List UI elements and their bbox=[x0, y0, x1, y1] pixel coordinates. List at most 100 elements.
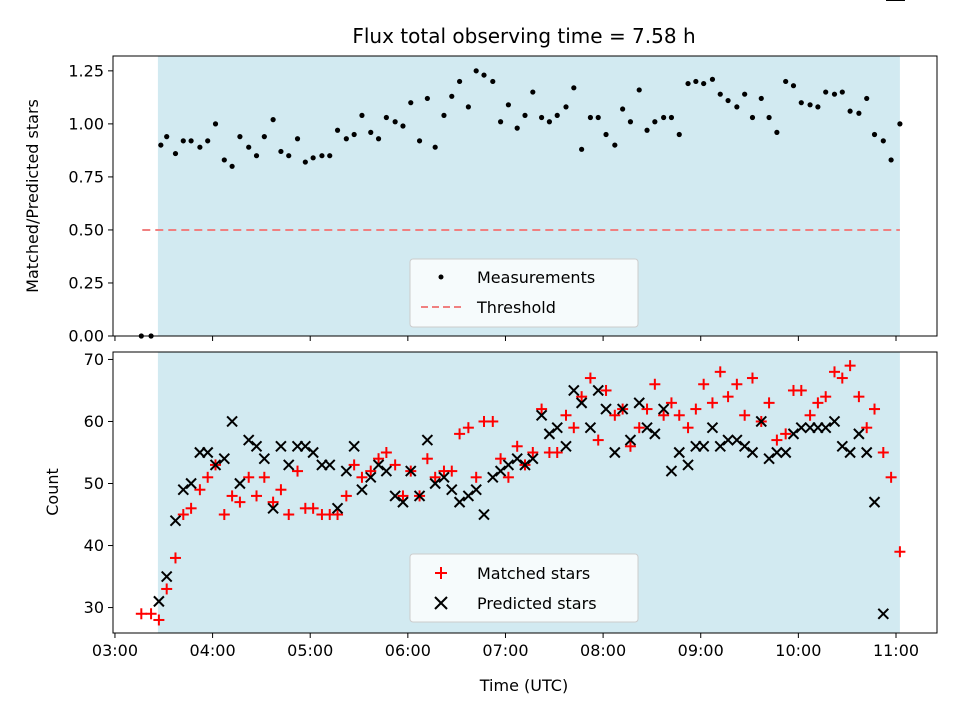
measurement-point bbox=[661, 114, 667, 121]
measurement-point bbox=[603, 131, 609, 138]
measurement-point bbox=[538, 114, 545, 121]
measurement-point bbox=[221, 157, 227, 163]
legend-measurement-marker bbox=[438, 274, 444, 280]
predicted-star-point bbox=[738, 440, 751, 452]
predicted-star-point bbox=[543, 428, 556, 440]
matched-star-point bbox=[633, 422, 645, 434]
matched-star-point bbox=[568, 422, 580, 434]
matched-star-point bbox=[373, 453, 385, 465]
predicted-star-point bbox=[209, 459, 222, 471]
measurement-point bbox=[172, 150, 179, 157]
predicted-star-point bbox=[380, 465, 393, 477]
ratio-subplot: 0.00 0.25 0.50 0.75 1.00 1.25 Matched/Predict… bbox=[23, 55, 938, 346]
predicted-star-point bbox=[633, 397, 645, 409]
predicted-star-point bbox=[641, 421, 653, 434]
matched-star-point bbox=[551, 446, 563, 458]
bottom-x-ticks: 03:00 04:00 05:00 06:00 07:00 08:00 09:00 10:00… bbox=[92, 633, 919, 660]
predicted-star-point bbox=[438, 471, 450, 484]
x-tick-label: 05:00 bbox=[287, 641, 333, 660]
predicted-star-point bbox=[511, 452, 523, 465]
top-y-tick-label: 1.00 bbox=[68, 114, 104, 133]
measurement-point bbox=[158, 142, 164, 148]
predicted-star-point bbox=[860, 446, 873, 459]
predicted-star-point bbox=[560, 440, 572, 452]
measurement-point bbox=[424, 95, 430, 102]
legend-matched-marker bbox=[435, 567, 447, 579]
matched-star-point bbox=[731, 378, 743, 390]
matched-star-point bbox=[828, 366, 840, 378]
top-y-axis-label: Matched/Predicted stars bbox=[23, 99, 42, 293]
predicted-star-point bbox=[275, 440, 287, 452]
matched-star-point bbox=[527, 446, 539, 458]
matched-star-point bbox=[853, 391, 865, 403]
bottom-y-axis-label: Count bbox=[43, 468, 62, 516]
x-tick-label: 11:00 bbox=[873, 641, 919, 660]
matched-star-point bbox=[169, 552, 181, 564]
matched-star-point bbox=[470, 471, 482, 483]
top-y-ticks: 0.00 0.25 0.50 0.75 1.00 1.25 bbox=[68, 61, 113, 346]
matched-star-point bbox=[682, 422, 694, 434]
measurement-point bbox=[546, 119, 553, 125]
matched-star-point bbox=[771, 434, 783, 446]
measurement-point bbox=[871, 131, 878, 138]
matched-star-point bbox=[609, 409, 621, 421]
measurement-point bbox=[766, 114, 772, 121]
measurement-point bbox=[880, 138, 886, 144]
measurement-point bbox=[530, 89, 536, 95]
measurement-point bbox=[701, 80, 707, 87]
predicted-star-point bbox=[787, 428, 800, 440]
legend-predicted-label: Predicted stars bbox=[477, 594, 597, 613]
predicted-star-point bbox=[389, 490, 401, 502]
matched-star-point bbox=[836, 372, 848, 384]
predicted-star-point bbox=[682, 459, 694, 471]
predicted-star-point bbox=[665, 465, 678, 477]
measurement-point bbox=[839, 89, 845, 95]
predicted-star-point bbox=[795, 421, 808, 434]
matched-star-point bbox=[462, 422, 474, 434]
matched-star-point bbox=[844, 360, 856, 372]
measurement-point bbox=[319, 153, 325, 159]
measurement-point bbox=[856, 110, 862, 116]
measurement-point bbox=[505, 102, 512, 108]
matched-star-point bbox=[135, 608, 147, 620]
predicted-star-point bbox=[405, 465, 417, 477]
measurement-point bbox=[261, 134, 267, 140]
measurement-point bbox=[897, 121, 903, 127]
measurement-point bbox=[497, 119, 504, 125]
matched-star-point bbox=[658, 409, 670, 421]
matched-star-point bbox=[218, 509, 230, 521]
matched-star-point bbox=[592, 434, 604, 446]
measurement-point bbox=[432, 144, 438, 150]
matched-star-point bbox=[763, 397, 775, 409]
measurement-point bbox=[563, 104, 569, 110]
predicted-star-point bbox=[453, 496, 466, 508]
predicted-star-point bbox=[462, 490, 475, 502]
matched-star-point bbox=[145, 608, 157, 620]
matched-star-point bbox=[454, 428, 466, 440]
measurement-point bbox=[807, 102, 813, 108]
measurement-point bbox=[522, 112, 528, 118]
measurement-point bbox=[620, 106, 626, 112]
matched-star-point bbox=[153, 614, 165, 626]
bottom-y-ticks: 30 40 50 60 70 bbox=[84, 350, 113, 617]
measurement-point bbox=[456, 78, 463, 85]
matched-star-point bbox=[177, 509, 189, 521]
matched-star-point bbox=[584, 372, 596, 384]
predicted-star-point bbox=[185, 477, 197, 490]
x-axis-label: Time (UTC) bbox=[479, 676, 568, 695]
matched-star-point bbox=[267, 496, 279, 508]
measurement-point bbox=[383, 114, 389, 121]
measurement-point bbox=[652, 119, 658, 125]
measurement-point bbox=[302, 159, 308, 165]
measurement-point bbox=[270, 117, 276, 123]
matched-star-point bbox=[739, 409, 751, 421]
measurement-point bbox=[749, 114, 756, 121]
predicted-star-point bbox=[584, 421, 597, 434]
matched-star-point bbox=[885, 471, 897, 483]
measurement-point bbox=[327, 153, 333, 159]
top-y-tick-label: 0.75 bbox=[68, 167, 104, 186]
bottom-y-tick-label: 30 bbox=[84, 598, 104, 617]
matched-star-point bbox=[665, 397, 677, 409]
matched-star-point bbox=[487, 415, 499, 427]
measurement-point bbox=[734, 104, 740, 110]
